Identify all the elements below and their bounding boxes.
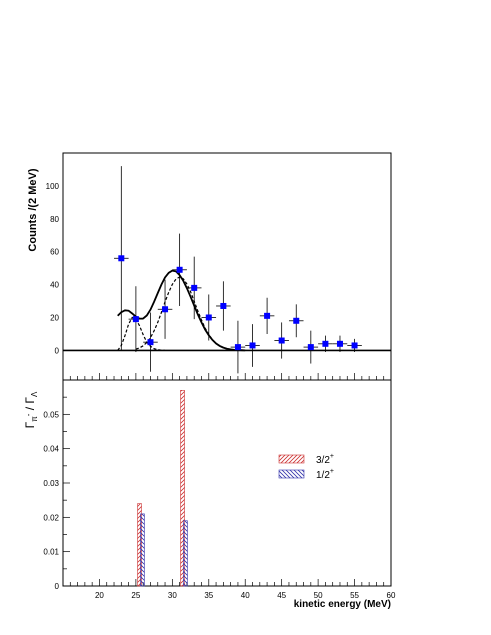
x-tick-label: 45 xyxy=(277,591,286,600)
bottom-bars xyxy=(137,389,188,587)
top-axis-ticks: 0 20 40 60 80 100 xyxy=(46,182,392,380)
y-tick-label: 20 xyxy=(50,313,59,322)
data-point xyxy=(201,294,217,341)
data-point xyxy=(288,304,304,338)
data-point xyxy=(259,297,275,334)
point-marker xyxy=(220,302,227,309)
data-point xyxy=(332,335,348,353)
legend-swatch-3-2 xyxy=(278,454,305,464)
data-point xyxy=(172,233,187,306)
bar xyxy=(140,513,145,587)
legend: 3/2+ 1/2+ xyxy=(278,453,334,481)
point-marker xyxy=(351,342,358,349)
y-tick-label: 40 xyxy=(50,281,59,290)
top-fit-curves xyxy=(117,269,246,352)
bottom-y-axis-label: Γπ- / ΓΛ xyxy=(23,391,39,428)
point-marker xyxy=(118,255,125,262)
data-point xyxy=(186,256,202,320)
point-marker xyxy=(249,342,256,349)
x-tick-label: 40 xyxy=(241,591,250,600)
point-marker xyxy=(191,284,198,291)
bottom-plot-frame xyxy=(62,379,392,587)
data-point xyxy=(347,338,362,353)
bar xyxy=(183,520,188,587)
y-tick-label: 0.03 xyxy=(43,479,59,488)
x-tick-label: 50 xyxy=(314,591,323,600)
data-point xyxy=(274,322,289,359)
y-tick-label: 0 xyxy=(55,346,60,355)
data-point xyxy=(143,312,158,372)
x-tick-label: 25 xyxy=(131,591,140,600)
bar xyxy=(180,389,185,587)
point-marker xyxy=(132,316,139,323)
data-point xyxy=(128,286,144,353)
data-point xyxy=(303,330,319,364)
point-marker xyxy=(176,266,183,273)
point-marker xyxy=(307,344,314,351)
y-tick-label: 0.04 xyxy=(43,445,59,454)
x-axis-label: kinetic energy (MeV) xyxy=(294,599,391,610)
data-point xyxy=(157,279,173,339)
point-marker xyxy=(264,312,271,319)
data-point xyxy=(114,166,129,351)
top-y-axis-label: Counts /(2 MeV) xyxy=(27,168,39,251)
point-marker xyxy=(322,340,329,347)
point-marker xyxy=(205,314,212,321)
legend-label-1-2: 1/2+ xyxy=(316,468,334,481)
data-point xyxy=(216,281,231,331)
legend-label-3-2: 3/2+ xyxy=(316,453,334,466)
x-tick-label: 20 xyxy=(95,591,104,600)
fit-component-curve xyxy=(117,316,166,351)
x-tick-label: 60 xyxy=(387,591,396,600)
bottom-axis-ticks: 0 0.01 0.02 0.03 0.04 0.05 20 25 30 35 40 45 50 55 60 xyxy=(43,379,396,600)
x-tick-label: 30 xyxy=(168,591,177,600)
point-marker xyxy=(162,306,169,313)
fit-component-curve xyxy=(135,276,246,351)
x-tick-label: 35 xyxy=(204,591,213,600)
y-tick-label: 0.02 xyxy=(43,513,59,522)
fit-total-curve xyxy=(117,269,246,352)
legend-swatch-1-2 xyxy=(278,469,305,479)
top-panel: 0 20 40 60 80 100 Counts /(2 MeV) xyxy=(27,152,392,381)
data-point xyxy=(318,335,333,353)
y-tick-label: 0.01 xyxy=(43,548,59,557)
y-tick-label: 0.05 xyxy=(43,410,59,419)
point-marker xyxy=(147,339,154,346)
y-tick-label: 60 xyxy=(50,248,59,257)
point-marker xyxy=(336,340,343,347)
data-point xyxy=(245,324,260,367)
point-marker xyxy=(234,344,241,351)
data-point xyxy=(230,320,246,374)
y-tick-label: 80 xyxy=(50,215,59,224)
point-marker xyxy=(293,317,300,324)
x-tick-label: 55 xyxy=(350,591,359,600)
top-data-points xyxy=(114,166,362,374)
y-tick-label: 0 xyxy=(55,582,60,591)
y-tick-label: 100 xyxy=(46,182,60,191)
point-marker xyxy=(278,337,285,344)
